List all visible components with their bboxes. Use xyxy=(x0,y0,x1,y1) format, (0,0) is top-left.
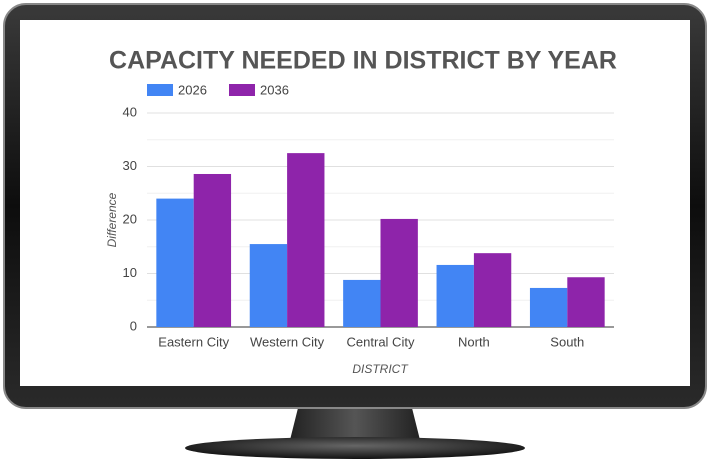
bar xyxy=(380,218,418,327)
chart-title: CAPACITY NEEDED IN DISTRICT BY YEAR xyxy=(109,47,617,75)
legend-swatch xyxy=(229,84,255,96)
bar xyxy=(529,287,568,327)
bar xyxy=(287,153,325,327)
legend-label: 2026 xyxy=(178,82,207,97)
y-tick-label: 40 xyxy=(123,104,137,119)
bar xyxy=(343,279,381,327)
monitor-base xyxy=(185,437,525,459)
screen xyxy=(20,20,690,386)
legend-label: 2036 xyxy=(260,82,289,97)
x-axis-title: DISTRICT xyxy=(352,362,409,376)
x-tick-label: Eastern City xyxy=(158,334,229,349)
y-tick-label: 30 xyxy=(123,158,137,173)
x-tick-label: South xyxy=(550,334,584,349)
legend-swatch xyxy=(147,84,173,96)
bar xyxy=(193,173,232,327)
y-tick-label: 10 xyxy=(123,265,137,280)
x-tick-label: Central City xyxy=(347,334,415,349)
y-tick-label: 20 xyxy=(123,211,137,226)
bar xyxy=(436,264,474,327)
bar xyxy=(249,244,288,327)
y-axis-title: Difference xyxy=(105,192,119,247)
bar xyxy=(156,198,194,327)
x-tick-label: North xyxy=(458,334,490,349)
monitor-neck xyxy=(290,400,420,440)
y-tick-label: 0 xyxy=(130,318,137,333)
bar xyxy=(567,277,605,327)
chart: CAPACITY NEEDED IN DISTRICT BY YEAR Diff… xyxy=(105,47,617,377)
bar xyxy=(473,253,512,327)
x-tick-label: Western City xyxy=(250,334,325,349)
